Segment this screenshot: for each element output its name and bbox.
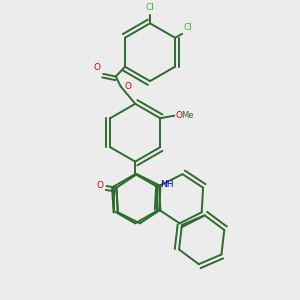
Text: Me: Me (182, 111, 194, 120)
Text: O: O (175, 111, 182, 120)
Text: O: O (94, 63, 101, 72)
Text: Cl: Cl (146, 4, 154, 13)
Text: O: O (124, 82, 132, 91)
Text: Cl: Cl (183, 23, 192, 32)
Text: NH: NH (160, 180, 173, 189)
Text: O: O (96, 181, 103, 190)
